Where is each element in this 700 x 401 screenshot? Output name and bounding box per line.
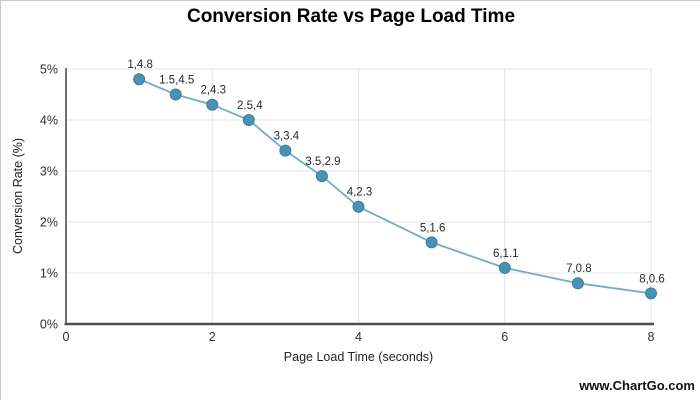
- x-tick-label: 4: [355, 330, 362, 344]
- point-label: 3,3.4: [274, 131, 300, 143]
- y-tick-label: 1%: [40, 267, 58, 281]
- data-point: [242, 114, 255, 126]
- point-label: 1,4.8: [127, 59, 153, 71]
- series-line: [138, 78, 652, 295]
- data-point: [133, 73, 146, 86]
- y-tick-label: 0%: [40, 318, 58, 332]
- y-tick-label: 3%: [40, 165, 58, 179]
- data-point: [425, 236, 438, 249]
- x-tick-label: 6: [501, 330, 508, 344]
- data-point: [498, 261, 511, 274]
- y-tick-label: 5%: [40, 63, 58, 77]
- point-label: 8,0.6: [639, 273, 665, 285]
- data-point: [571, 277, 584, 290]
- point-label: 6,1.1: [493, 248, 519, 260]
- data-point: [315, 170, 328, 183]
- data-point: [279, 144, 292, 157]
- data-point: [352, 200, 365, 213]
- point-label: 7,0.8: [566, 263, 592, 275]
- x-axis-title: Page Load Time (seconds): [283, 350, 434, 364]
- point-label: 1.5,4.5: [159, 75, 194, 87]
- point-label: 2.5,4: [237, 100, 263, 112]
- x-tick-label: 8: [648, 330, 655, 344]
- point-label: 3.5,2.9: [305, 156, 340, 168]
- point-label: 5,1.6: [420, 222, 446, 234]
- x-tick-label: 2: [209, 330, 216, 344]
- y-tick-label: 2%: [40, 216, 58, 230]
- y-tick-label: 4%: [40, 114, 58, 128]
- y-axis-title: Conversion Rate (%): [11, 137, 25, 255]
- point-label: 4,2.3: [347, 187, 373, 199]
- data-point: [206, 98, 219, 111]
- data-point: [169, 88, 182, 101]
- data-point: [645, 287, 657, 300]
- chart-title: Conversion Rate vs Page Load Time: [186, 6, 516, 27]
- x-tick-label: 0: [63, 330, 70, 344]
- watermark-text: www.ChartGo.com: [579, 378, 695, 393]
- point-label: 2,4.3: [200, 85, 226, 97]
